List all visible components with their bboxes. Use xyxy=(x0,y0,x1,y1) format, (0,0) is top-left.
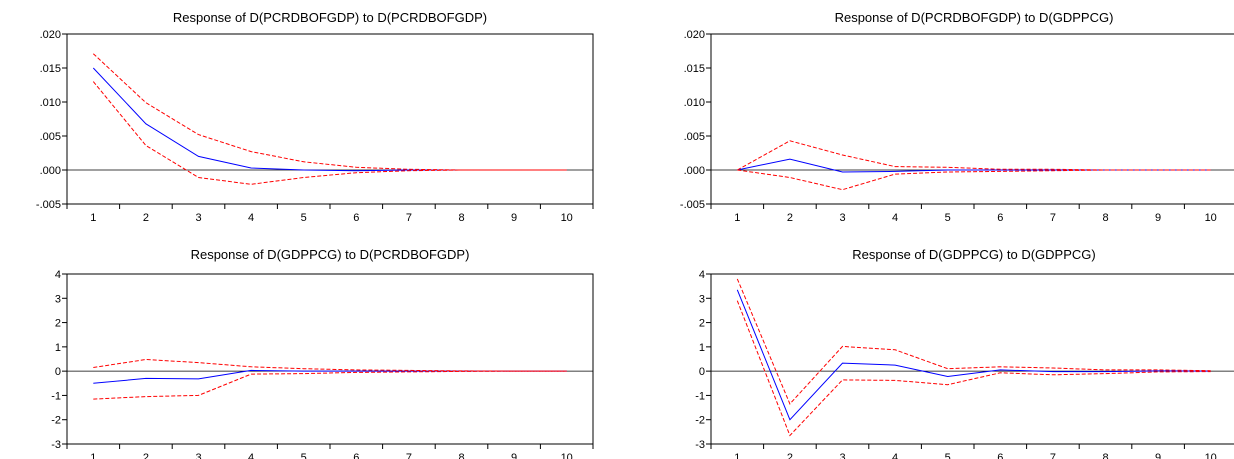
y-tick-label: 3 xyxy=(699,293,705,305)
response-line xyxy=(92,67,567,172)
x-tick-label: 6 xyxy=(997,452,1003,459)
y-tick-label: -1 xyxy=(695,390,705,402)
irf-panel: Response of D(PCRDBOFGDP) to D(GDPPCG) -.… xyxy=(680,10,1234,224)
panel-title: Response of D(PCRDBOFGDP) to D(GDPPCG) xyxy=(835,10,1114,25)
y-tick-label: .015 xyxy=(684,63,705,75)
x-tick-label: 3 xyxy=(839,452,845,459)
x-tick-label: 1 xyxy=(90,212,96,224)
x-tick-label: 4 xyxy=(248,212,254,224)
lower-band-line xyxy=(93,370,567,400)
y-tick-label: 1 xyxy=(699,342,705,354)
y-tick-label: .015 xyxy=(40,63,61,75)
y-tick-label: .020 xyxy=(40,29,61,41)
irf-panel: Response of D(PCRDBOFGDP) to D(PCRDBOFGD… xyxy=(36,10,594,224)
y-tick-label: -.005 xyxy=(36,199,61,211)
x-tick-label: 4 xyxy=(892,212,898,224)
x-tick-label: 4 xyxy=(892,452,898,459)
upper-band-line xyxy=(737,140,1211,171)
x-tick-label: 7 xyxy=(1050,212,1056,224)
x-tick-label: 10 xyxy=(1205,212,1217,224)
x-tick-label: 7 xyxy=(1050,452,1056,459)
y-tick-label: -.005 xyxy=(680,199,705,211)
y-tick-label: 2 xyxy=(699,318,705,330)
x-tick-label: 10 xyxy=(1205,452,1217,459)
x-tick-label: 3 xyxy=(195,452,201,459)
y-tick-label: -3 xyxy=(51,439,61,451)
y-tick-label: .000 xyxy=(684,165,705,177)
x-tick-label: 6 xyxy=(353,452,359,459)
x-tick-label: 5 xyxy=(945,452,951,459)
x-tick-label: 1 xyxy=(734,212,740,224)
x-tick-label: 8 xyxy=(458,212,464,224)
plot-frame xyxy=(66,273,594,445)
y-tick-label: 0 xyxy=(55,366,61,378)
x-tick-label: 4 xyxy=(248,452,254,459)
x-tick-label: 9 xyxy=(511,212,517,224)
x-tick-label: 6 xyxy=(997,212,1003,224)
lower-band-line xyxy=(736,300,1211,437)
x-tick-label: 9 xyxy=(1155,212,1161,224)
y-tick-label: .010 xyxy=(40,97,61,109)
x-tick-label: 5 xyxy=(301,212,307,224)
y-tick-label: 3 xyxy=(55,293,61,305)
y-tick-label: .005 xyxy=(40,131,61,143)
x-tick-label: 6 xyxy=(353,212,359,224)
y-tick-label: .000 xyxy=(40,165,61,177)
y-tick-label: .005 xyxy=(684,131,705,143)
x-tick-label: 2 xyxy=(143,212,149,224)
panel-title: Response of D(PCRDBOFGDP) to D(PCRDBOFGD… xyxy=(173,10,487,25)
lower-band-line xyxy=(737,169,1211,191)
y-tick-label: -2 xyxy=(695,415,705,427)
y-tick-label: -2 xyxy=(51,415,61,427)
irf-panel: Response of D(GDPPCG) to D(PCRDBOFGDP) -3… xyxy=(51,247,594,459)
y-tick-label: 1 xyxy=(55,342,61,354)
upper-band-line xyxy=(736,278,1211,405)
y-tick-label: 2 xyxy=(55,318,61,330)
x-tick-label: 1 xyxy=(734,452,740,459)
x-tick-label: 8 xyxy=(1102,452,1108,459)
x-tick-label: 5 xyxy=(945,212,951,224)
x-tick-label: 10 xyxy=(561,212,573,224)
y-tick-label: .020 xyxy=(684,29,705,41)
x-tick-label: 10 xyxy=(561,452,573,459)
x-tick-label: 2 xyxy=(787,212,793,224)
x-tick-label: 1 xyxy=(90,452,96,459)
response-line xyxy=(93,369,567,384)
x-tick-label: 3 xyxy=(839,212,845,224)
panel-title: Response of D(GDPPCG) to D(GDPPCG) xyxy=(852,247,1095,262)
y-tick-label: -3 xyxy=(695,439,705,451)
x-tick-label: 7 xyxy=(406,212,412,224)
upper-band-line xyxy=(92,53,567,171)
response-line xyxy=(736,289,1211,421)
x-tick-label: 5 xyxy=(301,452,307,459)
x-tick-label: 9 xyxy=(1155,452,1161,459)
panel-title: Response of D(GDPPCG) to D(PCRDBOFGDP) xyxy=(191,247,470,262)
y-tick-label: 0 xyxy=(699,366,705,378)
x-tick-label: 7 xyxy=(406,452,412,459)
y-tick-label: .010 xyxy=(684,97,705,109)
plot-frame xyxy=(710,33,1234,205)
x-tick-label: 3 xyxy=(195,212,201,224)
x-tick-label: 8 xyxy=(1102,212,1108,224)
irf-panel: Response of D(GDPPCG) to D(GDPPCG) -3 -2 -1… xyxy=(695,247,1234,459)
upper-band-line xyxy=(93,358,567,372)
y-tick-label: 4 xyxy=(55,269,61,281)
x-tick-label: 8 xyxy=(458,452,464,459)
x-tick-label: 2 xyxy=(143,452,149,459)
plot-frame xyxy=(66,33,594,205)
x-tick-label: 9 xyxy=(511,452,517,459)
lower-band-line xyxy=(92,81,567,185)
y-tick-label: 4 xyxy=(699,269,705,281)
y-tick-label: -1 xyxy=(51,390,61,402)
x-tick-label: 2 xyxy=(787,452,793,459)
